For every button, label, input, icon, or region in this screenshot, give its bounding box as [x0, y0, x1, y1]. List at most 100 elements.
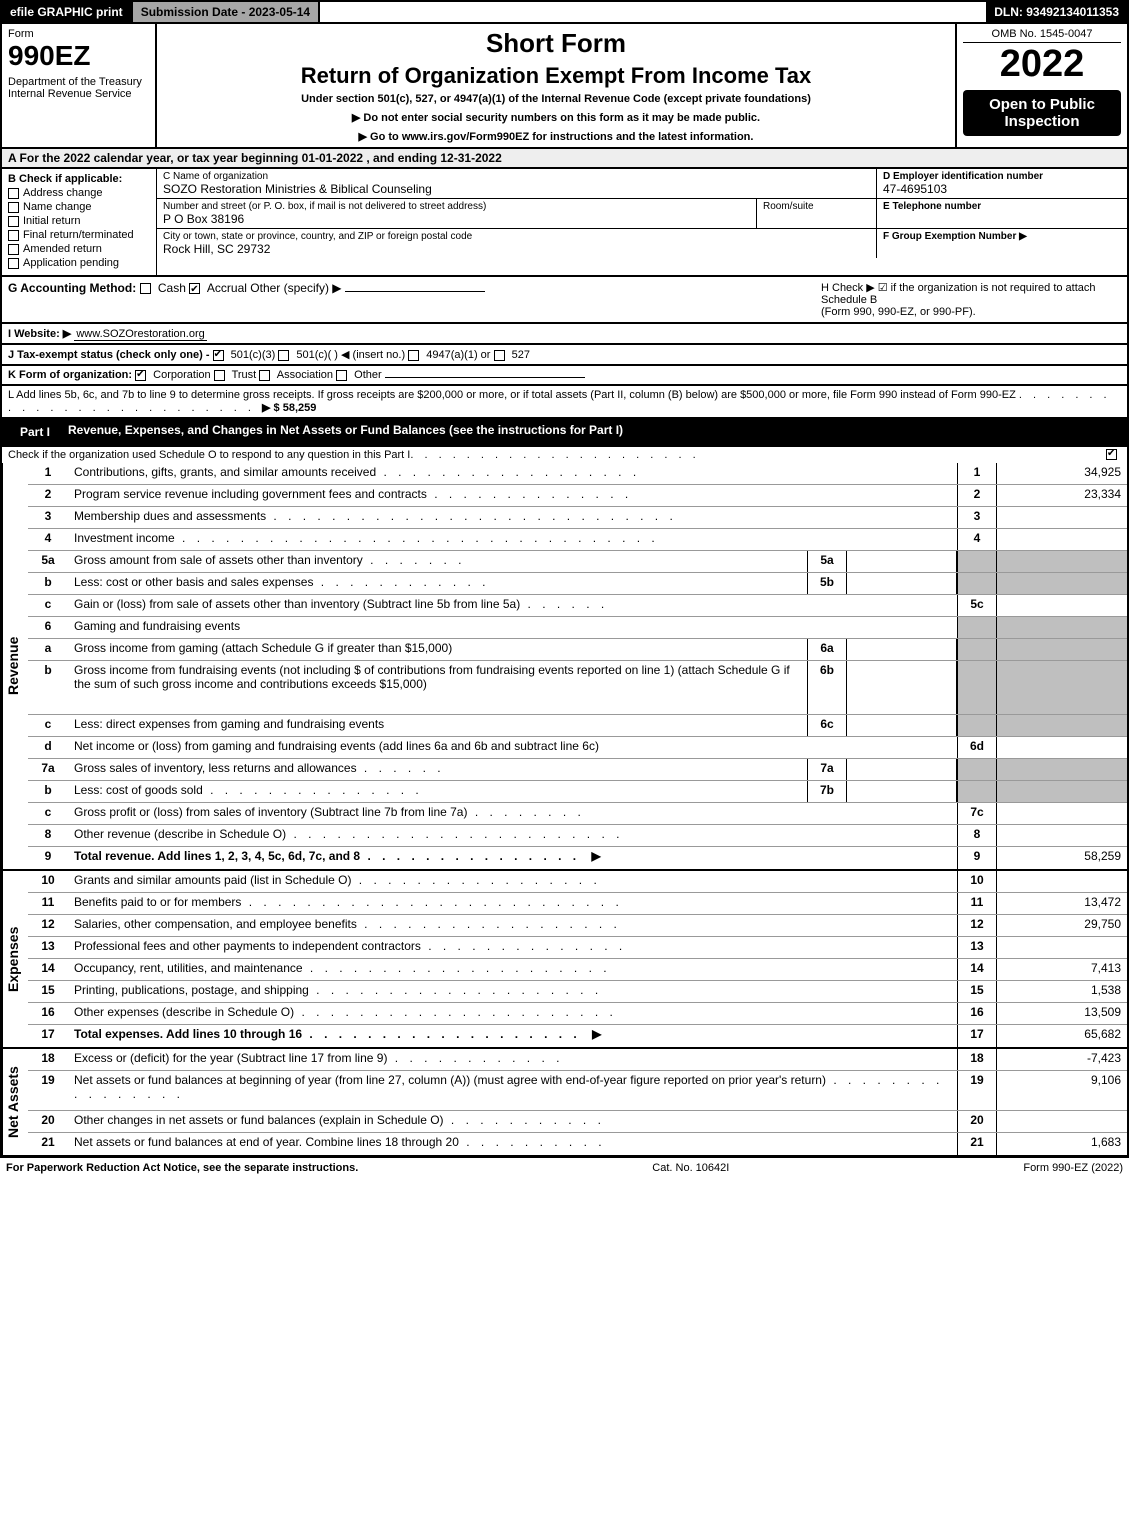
- line-num: b: [28, 661, 68, 714]
- netassets-lines: 18Excess or (deficit) for the year (Subt…: [28, 1049, 1127, 1155]
- line-desc: Net income or (loss) from gaming and fun…: [68, 737, 957, 758]
- line-desc: Less: direct expenses from gaming and fu…: [68, 715, 807, 736]
- chk-association[interactable]: [259, 370, 270, 381]
- line-7c: cGross profit or (loss) from sales of in…: [28, 803, 1127, 825]
- sidebar-expenses: Expenses: [2, 871, 28, 1047]
- chk-corporation[interactable]: [135, 370, 146, 381]
- website-value[interactable]: www.SOZOrestoration.org: [74, 328, 206, 341]
- l-value: ▶ $ 58,259: [262, 402, 316, 414]
- chk-final-return[interactable]: Final return/terminated: [8, 229, 150, 241]
- rt-val-shade: [997, 573, 1127, 594]
- title-main: Return of Organization Exempt From Incom…: [163, 63, 949, 89]
- line-num: 5a: [28, 551, 68, 572]
- line-num: 17: [28, 1025, 68, 1047]
- rt-num-shade: [957, 617, 997, 638]
- row-k-org-form: K Form of organization: Corporation Trus…: [0, 366, 1129, 386]
- chk-501c3[interactable]: [213, 350, 224, 361]
- chk-name-change[interactable]: Name change: [8, 201, 150, 213]
- rt-num: 20: [957, 1111, 997, 1132]
- line-num: 7a: [28, 759, 68, 780]
- row-a-tax-year: A For the 2022 calendar year, or tax yea…: [0, 149, 1129, 169]
- line-desc: Other expenses (describe in Schedule O) …: [68, 1003, 957, 1024]
- j-label: J Tax-exempt status (check only one) -: [8, 349, 210, 361]
- opt-corp: Corporation: [153, 369, 210, 381]
- i-label: I Website: ▶: [8, 328, 71, 340]
- section-bcdef: B Check if applicable: Address change Na…: [0, 169, 1129, 277]
- sched-o-text: Check if the organization used Schedule …: [8, 449, 410, 461]
- line-5b: bLess: cost or other basis and sales exp…: [28, 573, 1127, 595]
- rt-val-shade: [997, 661, 1127, 714]
- opt-527: 527: [512, 349, 530, 361]
- rt-num: 15: [957, 981, 997, 1002]
- line-12: 12Salaries, other compensation, and empl…: [28, 915, 1127, 937]
- rt-num: 17: [957, 1025, 997, 1047]
- line-7a: 7aGross sales of inventory, less returns…: [28, 759, 1127, 781]
- other-label: Other (specify) ▶: [250, 281, 341, 295]
- other-specify-input[interactable]: [345, 291, 485, 292]
- line-desc: Other revenue (describe in Schedule O) .…: [68, 825, 957, 846]
- rt-num: 2: [957, 485, 997, 506]
- chk-address-change[interactable]: Address change: [8, 187, 150, 199]
- footer-left: For Paperwork Reduction Act Notice, see …: [6, 1162, 358, 1174]
- f-label: F Group Exemption Number ▶: [883, 231, 1121, 242]
- chk-4947[interactable]: [408, 350, 419, 361]
- chk-cash[interactable]: [140, 283, 151, 294]
- line-desc: Other changes in net assets or fund bala…: [68, 1111, 957, 1132]
- rt-num: 5c: [957, 595, 997, 616]
- line-desc: Gross income from gaming (attach Schedul…: [68, 639, 807, 660]
- rt-val: 13,472: [997, 893, 1127, 914]
- sub-line-3: ▶ Go to www.irs.gov/Form990EZ for instru…: [163, 130, 949, 143]
- line-1: 1Contributions, gifts, grants, and simil…: [28, 463, 1127, 485]
- rt-num: 14: [957, 959, 997, 980]
- rt-val-shade: [997, 551, 1127, 572]
- header-left: Form 990EZ Department of the Treasury In…: [2, 24, 157, 147]
- chk-label: Address change: [23, 187, 103, 199]
- chk-501c[interactable]: [278, 350, 289, 361]
- line-15: 15Printing, publications, postage, and s…: [28, 981, 1127, 1003]
- line-17: 17Total expenses. Add lines 10 through 1…: [28, 1025, 1127, 1047]
- chk-initial-return[interactable]: Initial return: [8, 215, 150, 227]
- part-i-title: Revenue, Expenses, and Changes in Net As…: [68, 423, 1119, 441]
- page-footer: For Paperwork Reduction Act Notice, see …: [0, 1157, 1129, 1178]
- chk-application-pending[interactable]: Application pending: [8, 257, 150, 269]
- sub-val: [847, 715, 957, 736]
- line-desc: Contributions, gifts, grants, and simila…: [68, 463, 957, 484]
- sub-num: 5b: [807, 573, 847, 594]
- line-num: b: [28, 573, 68, 594]
- footer-mid: Cat. No. 10642I: [358, 1162, 1023, 1174]
- sub-num: 6a: [807, 639, 847, 660]
- line-5c: cGain or (loss) from sale of assets othe…: [28, 595, 1127, 617]
- chk-trust[interactable]: [214, 370, 225, 381]
- opt-501c3: 501(c)(3): [231, 349, 276, 361]
- l-text: L Add lines 5b, 6c, and 7b to line 9 to …: [8, 389, 1016, 401]
- sub-val: [847, 551, 957, 572]
- opt-4947: 4947(a)(1) or: [426, 349, 490, 361]
- chk-other-org[interactable]: [336, 370, 347, 381]
- line-num: a: [28, 639, 68, 660]
- rt-num: 16: [957, 1003, 997, 1024]
- part-i-header: Part I Revenue, Expenses, and Changes in…: [0, 419, 1129, 447]
- chk-527[interactable]: [494, 350, 505, 361]
- rt-val: 1,683: [997, 1133, 1127, 1155]
- line-num: 20: [28, 1111, 68, 1132]
- chk-sched-o[interactable]: [1106, 449, 1117, 460]
- sub-num: 6c: [807, 715, 847, 736]
- opt-other: Other: [354, 369, 382, 381]
- city-label: City or town, state or province, country…: [163, 231, 870, 242]
- rt-val: [997, 803, 1127, 824]
- chk-accrual[interactable]: [189, 283, 200, 294]
- chk-amended-return[interactable]: Amended return: [8, 243, 150, 255]
- rt-num: 19: [957, 1071, 997, 1110]
- d-label: D Employer identification number: [883, 171, 1121, 182]
- line-num: 6: [28, 617, 68, 638]
- line-7b: bLess: cost of goods sold . . . . . . . …: [28, 781, 1127, 803]
- line-num: c: [28, 595, 68, 616]
- rt-num-shade: [957, 661, 997, 714]
- omb-label: OMB No. 1545-0047: [963, 28, 1121, 43]
- sub-val: [847, 573, 957, 594]
- other-org-input[interactable]: [385, 377, 585, 378]
- form-label: Form: [8, 28, 149, 40]
- line-desc: Professional fees and other payments to …: [68, 937, 957, 958]
- rt-val-shade: [997, 715, 1127, 736]
- efile-label[interactable]: efile GRAPHIC print: [2, 2, 133, 22]
